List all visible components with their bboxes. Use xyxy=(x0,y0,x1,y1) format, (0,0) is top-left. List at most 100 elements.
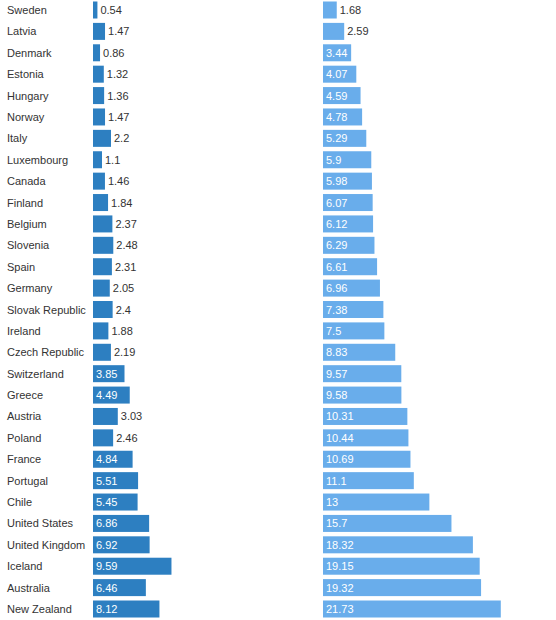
data-label: 10.31 xyxy=(326,410,354,422)
category-label: Denmark xyxy=(7,47,52,59)
category-label: Switzerland xyxy=(7,368,64,380)
bar xyxy=(323,365,401,382)
bar xyxy=(93,344,111,361)
category-label: Finland xyxy=(7,197,43,209)
data-label: 5.29 xyxy=(326,132,347,144)
data-label: 6.86 xyxy=(96,517,117,529)
bar xyxy=(323,472,414,489)
data-label: 4.49 xyxy=(96,389,117,401)
bar xyxy=(323,408,407,425)
bar xyxy=(93,536,150,553)
category-label: Czech Republic xyxy=(7,346,85,358)
data-label: 2.4 xyxy=(116,304,131,316)
data-label: 1.36 xyxy=(107,90,128,102)
bar xyxy=(93,515,149,532)
data-label: 6.96 xyxy=(326,282,347,294)
category-label: Poland xyxy=(7,432,41,444)
bar xyxy=(323,194,373,211)
category-label: Estonia xyxy=(7,68,45,80)
bar xyxy=(323,237,374,254)
data-label-group: 1.682.593.444.074.594.785.295.95.986.076… xyxy=(326,4,369,615)
bar xyxy=(323,515,451,532)
bar xyxy=(323,451,410,468)
data-label: 8.83 xyxy=(326,346,347,358)
bar xyxy=(323,322,384,339)
data-label: 4.07 xyxy=(326,68,347,80)
data-label: 10.69 xyxy=(326,453,354,465)
category-label: France xyxy=(7,453,41,465)
data-label: 0.86 xyxy=(103,47,124,59)
bar xyxy=(323,258,377,275)
data-label: 2.37 xyxy=(115,218,136,230)
bar xyxy=(93,87,104,104)
bar xyxy=(93,66,104,83)
data-label: 7.38 xyxy=(326,304,347,316)
bar xyxy=(323,536,473,553)
category-label: Canada xyxy=(7,175,46,187)
category-label: Australia xyxy=(7,582,51,594)
category-label: Belgium xyxy=(7,218,47,230)
bar xyxy=(323,494,429,511)
data-label: 7.5 xyxy=(326,325,341,337)
bar xyxy=(93,494,138,511)
data-label: 19.32 xyxy=(326,582,354,594)
bar xyxy=(323,151,371,168)
bar xyxy=(323,23,344,40)
bar xyxy=(93,472,138,489)
data-label: 9.57 xyxy=(326,368,347,380)
data-label: 9.58 xyxy=(326,389,347,401)
bar xyxy=(93,258,112,275)
bar xyxy=(323,87,361,104)
bar xyxy=(323,429,408,446)
data-label: 13 xyxy=(326,496,338,508)
bar xyxy=(323,387,401,404)
bar xyxy=(93,173,105,190)
data-label: 1.88 xyxy=(111,325,132,337)
data-label: 4.59 xyxy=(326,90,347,102)
data-label: 0.54 xyxy=(100,4,121,16)
bar xyxy=(323,44,351,61)
data-label: 6.46 xyxy=(96,582,117,594)
bar xyxy=(93,108,105,125)
data-label: 11.1 xyxy=(326,475,347,487)
category-labels: SwedenLatviaDenmarkEstoniaHungaryNorwayI… xyxy=(7,4,86,615)
bar xyxy=(93,280,110,297)
data-label: 8.12 xyxy=(96,603,117,615)
category-label: Ireland xyxy=(7,325,41,337)
bar xyxy=(93,23,105,40)
data-label: 1.68 xyxy=(340,4,361,16)
data-label: 2.48 xyxy=(116,239,137,251)
data-label: 6.92 xyxy=(96,539,117,551)
category-label: Iceland xyxy=(7,560,42,572)
data-label: 6.12 xyxy=(326,218,347,230)
bar xyxy=(323,558,480,575)
chart: SwedenLatviaDenmarkEstoniaHungaryNorwayI… xyxy=(0,0,556,620)
bar xyxy=(93,215,112,232)
category-label: Norway xyxy=(7,111,45,123)
data-label: 1.84 xyxy=(111,197,132,209)
bar xyxy=(93,301,113,318)
bar xyxy=(93,558,171,575)
data-label: 6.61 xyxy=(326,261,347,273)
bar xyxy=(93,194,108,211)
data-label: 4.78 xyxy=(326,111,347,123)
category-label: Slovenia xyxy=(7,239,50,251)
bar xyxy=(323,108,362,125)
data-label: 1.1 xyxy=(105,154,120,166)
category-label: United States xyxy=(7,517,74,529)
chart-container: SwedenLatviaDenmarkEstoniaHungaryNorwayI… xyxy=(0,0,556,620)
bar xyxy=(93,408,118,425)
bar xyxy=(323,601,501,618)
bar xyxy=(323,130,366,147)
data-label-group: 0.541.470.861.321.361.472.21.11.461.842.… xyxy=(96,4,142,615)
bar xyxy=(323,344,395,361)
data-label: 1.47 xyxy=(108,111,129,123)
data-label: 2.31 xyxy=(115,261,136,273)
bar xyxy=(93,601,159,618)
bar xyxy=(93,322,108,339)
data-label: 5.51 xyxy=(96,475,117,487)
category-label: Sweden xyxy=(7,4,47,16)
data-label: 2.2 xyxy=(114,132,129,144)
bar-group xyxy=(323,2,501,618)
data-label: 18.32 xyxy=(326,539,354,551)
